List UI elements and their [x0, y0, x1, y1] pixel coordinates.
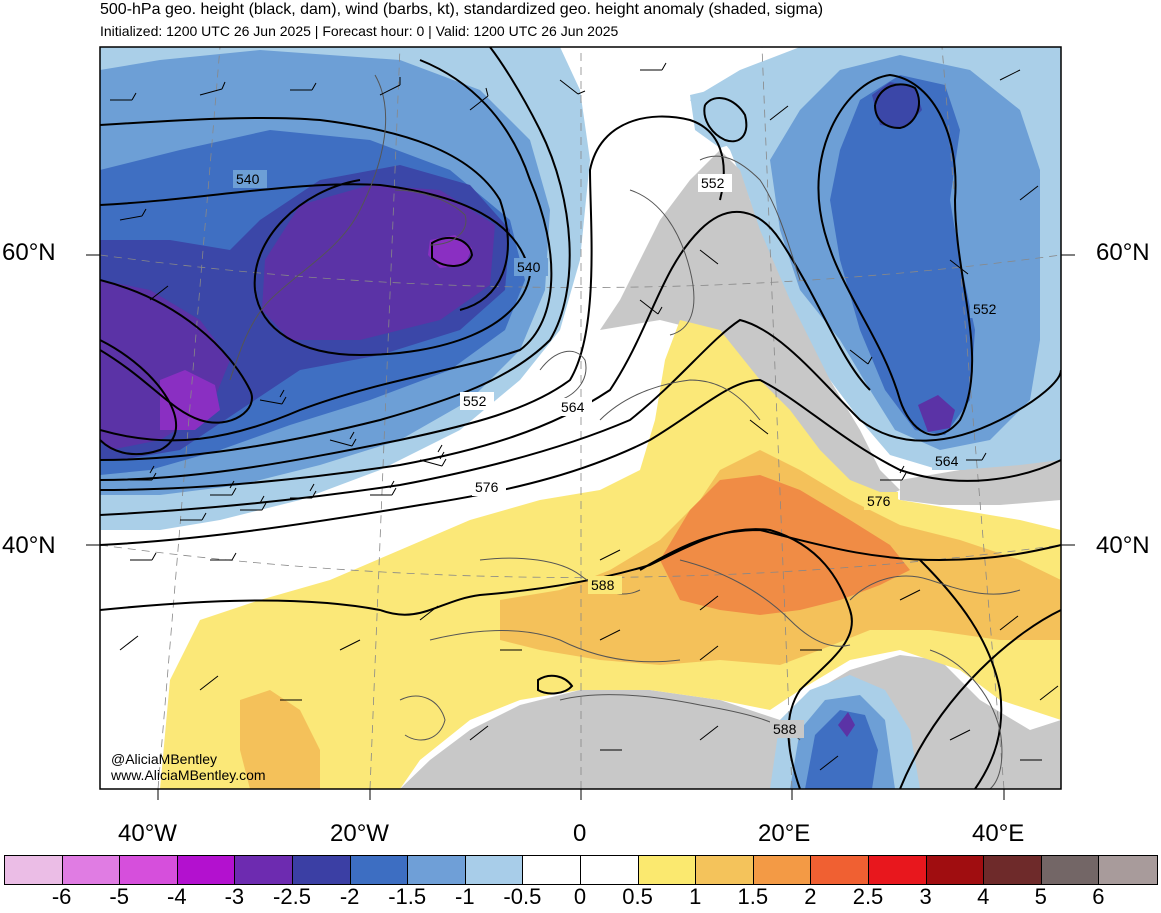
- land-scandinavia: [600, 150, 900, 500]
- lat-label-40n-left: 40°N: [2, 532, 56, 559]
- height-contours: [100, 47, 1061, 789]
- map-subtitle: Initialized: 1200 UTC 26 Jun 2025 | Fore…: [100, 23, 619, 39]
- colorbar-swatch: [1041, 856, 1100, 884]
- colorbar-tick-label: -3: [224, 884, 245, 909]
- contour-label-576-b: 576: [867, 493, 891, 509]
- lon-label-40w: 40°W: [118, 820, 177, 847]
- colorbar-swatch: [5, 856, 63, 884]
- anomaly-pos-1-5: [660, 475, 910, 615]
- colorbar-tick-label: 6: [1092, 884, 1105, 909]
- colorbar-swatch: [868, 856, 927, 884]
- colorbar-swatch: [926, 856, 985, 884]
- colorbar-swatch: [235, 856, 293, 884]
- contour-label-564-a: 564: [561, 399, 585, 415]
- contour-labels: 540 540 552 552 552 564 564 576 576 588 …: [233, 170, 1004, 738]
- colorbar-swatch: [696, 856, 754, 884]
- colorbar-swatch: [350, 856, 409, 884]
- contour-label-540-b: 540: [517, 259, 541, 275]
- anomaly-pos-1-southwest: [240, 690, 320, 789]
- colorbar-tick-label: 5: [1034, 884, 1047, 909]
- colorbar-tick-label: -2: [339, 884, 360, 909]
- contour-label-552-b: 552: [973, 301, 997, 317]
- colorbar-swatch: [62, 856, 121, 884]
- colorbar-tick-label: -1.5: [388, 884, 427, 909]
- colorbar-swatch: [638, 856, 697, 884]
- lon-label-20w: 20°W: [330, 820, 389, 847]
- colorbar-tick-label: 2.5: [852, 884, 884, 909]
- colorbar-swatch: [292, 856, 351, 884]
- colorbar-swatch: [580, 856, 639, 884]
- colorbar-tick-label: -6: [51, 884, 72, 909]
- anomaly-neg-1-5-east: [830, 75, 975, 435]
- credit-handle: @AliciaMBentley: [111, 751, 218, 767]
- colorbar-tick-label: 1: [689, 884, 702, 909]
- anomaly-neg-2-south: [838, 712, 855, 737]
- lon-label-0: 0: [573, 820, 587, 847]
- land-russia-gray: [900, 460, 1061, 505]
- colorbar-tick-label: 0.5: [622, 884, 653, 909]
- anomaly-neg-1-5-south: [805, 710, 878, 789]
- wind-barbs: [110, 62, 1059, 771]
- colorbar-tick-label: 2: [804, 884, 817, 909]
- colorbar-tick-label: 4: [977, 884, 990, 909]
- colorbar-tick-label: -2.5: [273, 884, 311, 909]
- colorbar-swatch: [984, 856, 1042, 884]
- colorbar-swatch: [408, 856, 466, 884]
- map-panel: 540 540 552 552 552 564 564 576 576 588 …: [100, 47, 1061, 789]
- contour-label-540-a: 540: [236, 171, 260, 187]
- colorbar-tick-label: -0.5: [503, 884, 542, 909]
- colorbar-tick-label: 0: [573, 884, 587, 909]
- colorbar-tick-label: -1: [455, 884, 475, 909]
- colorbar-swatch: [177, 856, 236, 884]
- lon-label-40e: 40°E: [972, 820, 1025, 847]
- anomaly-neg-2-5-iceland: [262, 185, 495, 340]
- contour-label-588-b: 588: [773, 721, 797, 737]
- colorbar-tick-label: -4: [167, 884, 187, 909]
- contour-label-564-b: 564: [935, 453, 959, 469]
- colorbar-swatch: [811, 856, 869, 884]
- colorbar-tick-label: 1.5: [737, 884, 769, 909]
- contour-label-588-a: 588: [591, 577, 615, 593]
- map-title: 500-hPa geo. height (black, dam), wind (…: [100, 1, 824, 18]
- contour-label-552-a: 552: [701, 175, 725, 191]
- anomaly-neg-3-iceland: [428, 235, 472, 268]
- colorbar-tick-label: 3: [919, 884, 932, 909]
- lat-label-60n-right: 60°N: [1096, 239, 1150, 266]
- colorbar-swatch: [523, 856, 581, 884]
- anomaly-neg-2-black-sea: [918, 395, 955, 432]
- anomaly-neg-1-5-kola: [872, 82, 922, 128]
- colorbar-swatch: [1099, 856, 1157, 884]
- colorbar-tick-label: -5: [109, 884, 129, 909]
- lat-label-40n-right: 40°N: [1096, 532, 1150, 559]
- colorbar-swatch: [120, 856, 178, 884]
- lat-label-60n-left: 60°N: [2, 239, 56, 266]
- lon-label-20e: 20°E: [758, 820, 811, 847]
- colorbar-swatch: [753, 856, 812, 884]
- contour-label-552-c: 552: [463, 393, 487, 409]
- anomaly-colorbar: [4, 855, 1158, 885]
- contour-label-576-a: 576: [475, 479, 499, 495]
- colorbar-swatch: [465, 856, 524, 884]
- frame-ticks: [86, 254, 1075, 800]
- credit-website: www.AliciaMBentley.com: [111, 767, 266, 783]
